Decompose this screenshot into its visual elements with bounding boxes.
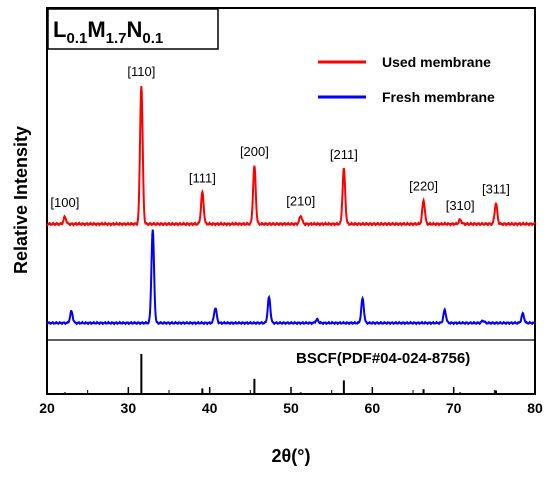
formula-N: N [127, 17, 143, 42]
peak-label: [211] [330, 147, 358, 162]
x-tick-label: 20 [39, 400, 55, 416]
x-tick-label: 30 [121, 400, 137, 416]
series-line-fresh [46, 229, 536, 326]
x-tick-label: 60 [365, 400, 381, 416]
peak-label: [200] [240, 144, 269, 159]
formula-M: M [87, 17, 105, 42]
peak-label: [111] [189, 170, 216, 185]
peak-label: [210] [286, 194, 315, 209]
peak-label: [110] [127, 64, 155, 79]
x-axis-title: 2θ(°) [272, 446, 311, 466]
x-tick-label: 40 [202, 400, 218, 416]
y-axis-title: Relative Intensity [11, 126, 31, 274]
legend-label-used: Used membrane [382, 54, 491, 70]
reference-lines [63, 354, 497, 394]
peak-label: [220] [409, 179, 438, 194]
formula-label: L0.1M1.7N0.1 [53, 17, 163, 47]
reference-label: BSCF(PDF#04-024-8756) [296, 350, 470, 367]
legend: Used membrane Fresh membrane [318, 54, 495, 105]
formula-L-sub: 0.1 [66, 30, 87, 47]
formula-N-sub: 0.1 [142, 30, 163, 47]
peak-label: [311] [482, 181, 510, 196]
peak-label: [100] [50, 195, 79, 210]
series-layer [46, 86, 536, 326]
series-line-used [46, 86, 536, 227]
peak-label: [310] [446, 198, 475, 213]
formula-L: L [53, 17, 66, 42]
x-tick-label: 70 [446, 400, 462, 416]
x-axis: 20 30 40 50 60 70 80 [39, 387, 543, 416]
peak-labels: [100] [110] [111] [200] [210] [211] [220] [310]… [50, 64, 510, 213]
formula-M-sub: 1.7 [106, 30, 127, 47]
x-tick-label: 80 [527, 400, 543, 416]
formula-box [47, 8, 219, 50]
x-tick-label: 50 [283, 400, 299, 416]
legend-label-fresh: Fresh membrane [382, 89, 495, 105]
